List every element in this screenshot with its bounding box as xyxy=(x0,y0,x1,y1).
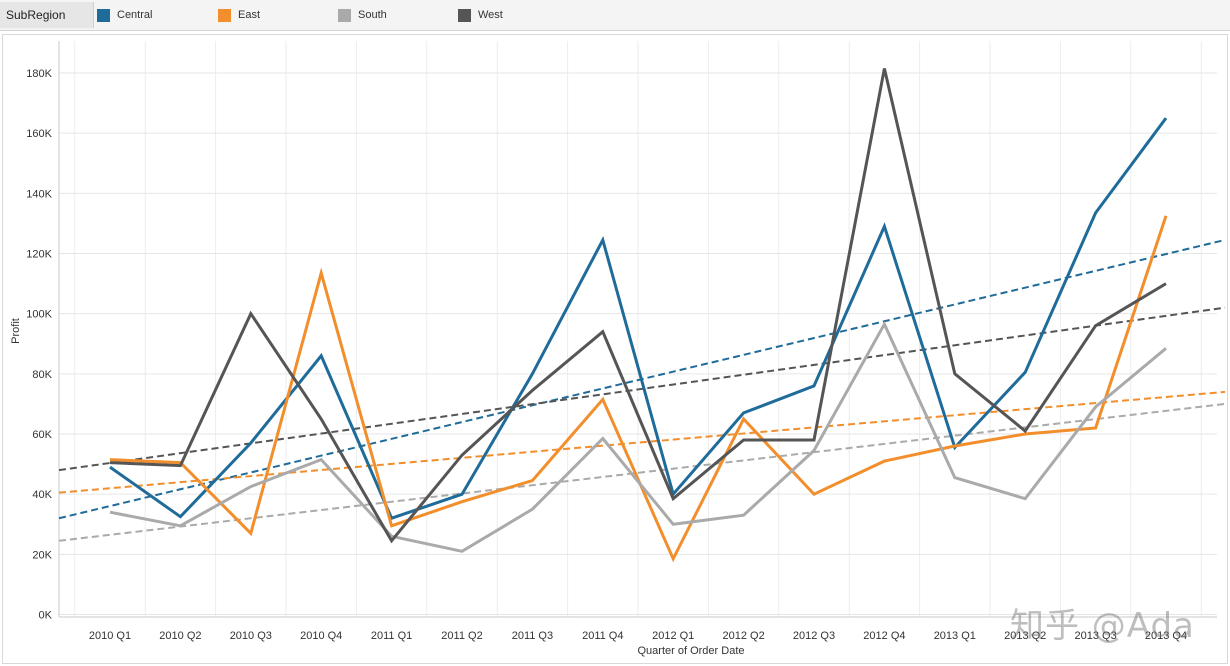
profit-line-chart: 0K 20K 40K 60K 80K 100K 120K 140K 160K 180K 2010 Q… xyxy=(10,41,1226,657)
trend-line-south xyxy=(58,402,1226,542)
x-tick-label: 2012 Q1 xyxy=(652,630,694,642)
y-axis-title: Profit xyxy=(10,318,22,344)
legend-label-west: West xyxy=(478,9,503,21)
x-tick-label: 2012 Q3 xyxy=(793,630,835,642)
y-tick-label: 120K xyxy=(26,249,52,261)
legend-item-south[interactable]: South xyxy=(338,7,387,23)
trend-line-west xyxy=(58,306,1226,472)
y-tick-label: 160K xyxy=(26,128,52,140)
legend-item-central[interactable]: Central xyxy=(97,7,152,23)
x-tick-label: 2011 Q3 xyxy=(512,630,553,642)
x-tick-label: 2010 Q1 xyxy=(89,630,131,642)
y-tick-label: 140K xyxy=(26,188,52,200)
trend-line-east xyxy=(58,390,1226,494)
legend-swatch-east xyxy=(218,8,231,22)
legend-bar: SubRegion Central East South West xyxy=(0,0,1230,31)
x-tick-label: 2013 Q3 xyxy=(1074,630,1116,642)
y-tick-label: 40K xyxy=(32,489,52,501)
x-tick-label: 2011 Q2 xyxy=(441,630,482,642)
watermark-text: 知乎 @Ada xyxy=(1010,606,1195,646)
legend-swatch-west xyxy=(458,8,471,22)
y-tick-label: 80K xyxy=(32,369,52,381)
y-tick-label: 100K xyxy=(26,309,52,321)
x-tick-label: 2010 Q4 xyxy=(300,630,342,642)
series-line-west xyxy=(109,68,1167,544)
x-tick-label: 2012 Q2 xyxy=(722,630,764,642)
legend-swatch-central xyxy=(97,8,110,22)
x-tick-label: 2012 Q4 xyxy=(863,630,905,642)
chart-frame: 0K 20K 40K 60K 80K 100K 120K 140K 160K 180K 2010 Q… xyxy=(2,34,1228,664)
legend-label-central: Central xyxy=(117,9,153,21)
x-tick-label: 2013 Q1 xyxy=(934,630,976,642)
series-line-south xyxy=(109,320,1167,553)
x-tick-label: 2013 Q2 xyxy=(1004,630,1046,642)
legend-label-east: East xyxy=(238,9,261,21)
x-tick-label: 2010 Q2 xyxy=(159,630,201,642)
y-tick-label: 60K xyxy=(32,429,52,441)
x-tick-label: 2010 Q3 xyxy=(230,630,272,642)
y-tick-label: 20K xyxy=(32,549,52,561)
x-tick-label: 2013 Q4 xyxy=(1145,630,1187,642)
legend-label-south: South xyxy=(358,9,387,21)
x-tick-label: 2011 Q4 xyxy=(582,630,623,642)
x-axis-title: Quarter of Order Date xyxy=(638,645,745,657)
legend-swatch-south xyxy=(338,8,351,22)
legend-item-west[interactable]: West xyxy=(458,7,503,23)
legend-item-east[interactable]: East xyxy=(218,7,260,23)
y-tick-label: 0K xyxy=(39,610,53,622)
y-tick-label: 180K xyxy=(26,68,52,80)
x-tick-label: 2011 Q1 xyxy=(371,630,412,642)
legend-title: SubRegion xyxy=(0,2,94,28)
